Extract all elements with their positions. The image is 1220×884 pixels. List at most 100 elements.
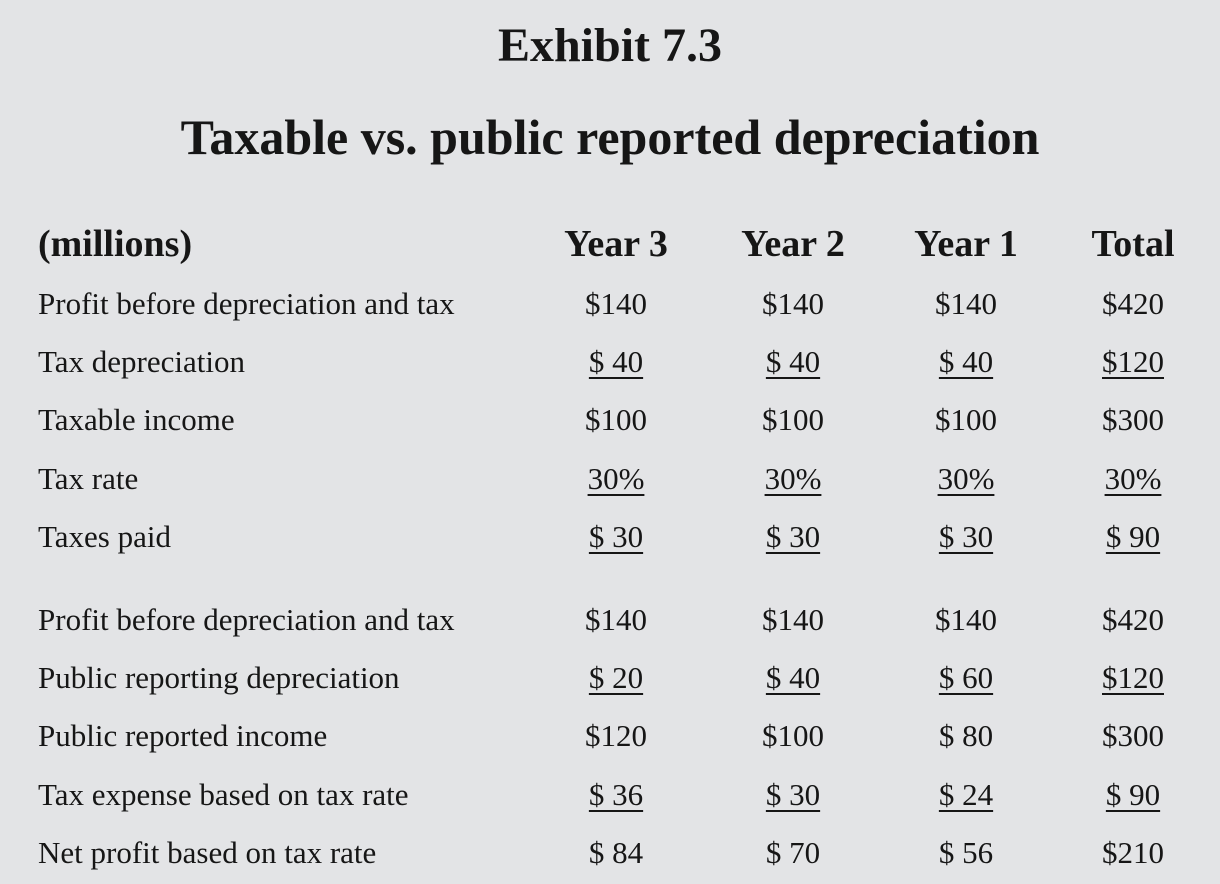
cell-year-2: $140 xyxy=(703,600,883,640)
table-row: Net profit based on tax rate $ 84 $ 70 $ 56… xyxy=(0,833,1220,873)
cell-value: $420 xyxy=(1102,286,1164,321)
cell-total: $ 90 xyxy=(1043,775,1220,815)
cell-value: 30% xyxy=(937,461,995,496)
table-row: Tax expense based on tax rate $ 36 $ 30 $ 2… xyxy=(0,775,1220,815)
cell-year-2: $ 70 xyxy=(703,833,883,873)
cell-total: $210 xyxy=(1043,833,1220,873)
cell-total: $300 xyxy=(1043,400,1220,440)
cell-year-2: 30% xyxy=(703,459,883,499)
cell-value: $140 xyxy=(762,286,824,321)
cell-year-1: $140 xyxy=(876,600,1056,640)
cell-year-2: $100 xyxy=(703,400,883,440)
cell-year-3: $ 40 xyxy=(526,342,706,382)
cell-value: $140 xyxy=(935,286,997,321)
row-label: Taxable income xyxy=(38,402,235,437)
column-header-total: Total xyxy=(1091,223,1175,265)
cell-value: $100 xyxy=(935,402,997,437)
column-header-year-1: Year 1 xyxy=(914,223,1018,265)
cell-value: $ 30 xyxy=(938,519,994,554)
row-label: Profit before depreciation and tax xyxy=(38,602,455,637)
cell-year-1: $ 60 xyxy=(876,658,1056,698)
cell-value: $ 40 xyxy=(765,344,821,379)
cell-value: $100 xyxy=(762,718,824,753)
cell-year-3: $ 84 xyxy=(526,833,706,873)
cell-value: $ 80 xyxy=(938,718,994,753)
cell-year-3: $ 20 xyxy=(526,658,706,698)
cell-value: $420 xyxy=(1102,602,1164,637)
cell-value: $ 56 xyxy=(938,835,994,870)
table-row: Public reported income $120 $100 $ 80 $300 xyxy=(0,716,1220,756)
table-row: Public reporting depreciation $ 20 $ 40 $ 6… xyxy=(0,658,1220,698)
cell-year-1: $100 xyxy=(876,400,1056,440)
table-row: Taxable income $100 $100 $100 $300 xyxy=(0,400,1220,440)
cell-year-3: 30% xyxy=(526,459,706,499)
cell-total: $ 90 xyxy=(1043,517,1220,557)
cell-year-2: $ 40 xyxy=(703,658,883,698)
cell-year-2: $ 30 xyxy=(703,517,883,557)
cell-year-3: $140 xyxy=(526,284,706,324)
cell-value: $ 30 xyxy=(765,519,821,554)
table-row: Taxes paid $ 30 $ 30 $ 30 $ 90 xyxy=(0,517,1220,557)
table-row: Tax depreciation $ 40 $ 40 $ 40 $120 xyxy=(0,342,1220,382)
cell-value: $140 xyxy=(585,602,647,637)
row-label: Tax rate xyxy=(38,461,139,496)
cell-value: $ 36 xyxy=(588,777,644,812)
cell-total: $120 xyxy=(1043,658,1220,698)
cell-year-1: $ 30 xyxy=(876,517,1056,557)
row-label: Net profit based on tax rate xyxy=(38,835,377,870)
row-label: Public reported income xyxy=(38,718,328,753)
column-header-year-2: Year 2 xyxy=(741,223,845,265)
cell-value: $300 xyxy=(1102,718,1164,753)
cell-value: $100 xyxy=(762,402,824,437)
cell-value: $300 xyxy=(1102,402,1164,437)
cell-value: $140 xyxy=(935,602,997,637)
row-label: Profit before depreciation and tax xyxy=(38,286,455,321)
cell-total: $420 xyxy=(1043,284,1220,324)
cell-total: 30% xyxy=(1043,459,1220,499)
cell-value: $120 xyxy=(1102,660,1164,695)
cell-value: $120 xyxy=(585,718,647,753)
table-row: Profit before depreciation and tax $140 $1… xyxy=(0,600,1220,640)
cell-year-3: $120 xyxy=(526,716,706,756)
table-header-row: (millions) Year 3 Year 2 Year 1 Total xyxy=(0,220,1220,265)
cell-year-3: $ 30 xyxy=(526,517,706,557)
exhibit-title: Taxable vs. public reported depreciation xyxy=(180,109,1040,165)
units-label: (millions) xyxy=(38,223,193,265)
column-header-year-3: Year 3 xyxy=(564,223,668,265)
cell-value: 30% xyxy=(587,461,645,496)
cell-year-2: $100 xyxy=(703,716,883,756)
cell-value: $ 30 xyxy=(765,777,821,812)
cell-value: 30% xyxy=(1104,461,1162,496)
cell-year-2: $140 xyxy=(703,284,883,324)
cell-value: $ 60 xyxy=(938,660,994,695)
cell-value: $ 24 xyxy=(938,777,994,812)
cell-value: $ 40 xyxy=(765,660,821,695)
cell-value: $140 xyxy=(762,602,824,637)
cell-value: $ 84 xyxy=(588,835,644,870)
cell-value: $210 xyxy=(1102,835,1164,870)
row-label: Taxes paid xyxy=(38,519,171,554)
cell-total: $420 xyxy=(1043,600,1220,640)
cell-year-1: $ 80 xyxy=(876,716,1056,756)
cell-total: $300 xyxy=(1043,716,1220,756)
cell-value: $140 xyxy=(585,286,647,321)
row-label: Tax expense based on tax rate xyxy=(38,777,409,812)
table-row: Tax rate 30% 30% 30% 30% xyxy=(0,459,1220,499)
cell-value: $120 xyxy=(1102,344,1164,379)
cell-value: $ 20 xyxy=(588,660,644,695)
cell-value: $ 90 xyxy=(1105,519,1161,554)
cell-year-1: 30% xyxy=(876,459,1056,499)
cell-year-1: $ 24 xyxy=(876,775,1056,815)
cell-year-1: $ 40 xyxy=(876,342,1056,382)
cell-value: $ 30 xyxy=(588,519,644,554)
cell-year-3: $ 36 xyxy=(526,775,706,815)
cell-year-2: $ 40 xyxy=(703,342,883,382)
cell-value: $ 70 xyxy=(765,835,821,870)
cell-total: $120 xyxy=(1043,342,1220,382)
row-label: Public reporting depreciation xyxy=(38,660,400,695)
cell-year-3: $100 xyxy=(526,400,706,440)
cell-value: $ 40 xyxy=(588,344,644,379)
table-row: Profit before depreciation and tax $140 $1… xyxy=(0,284,1220,324)
cell-value: $100 xyxy=(585,402,647,437)
cell-year-1: $140 xyxy=(876,284,1056,324)
